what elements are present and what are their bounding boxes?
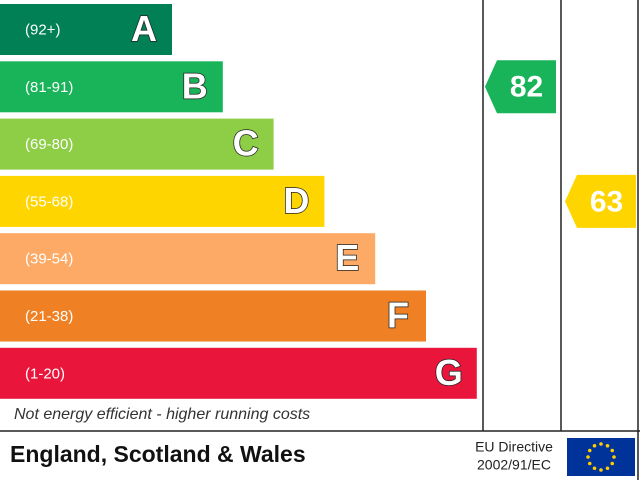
star [592, 443, 597, 448]
band [0, 61, 223, 113]
star [592, 466, 597, 471]
band-letter: F [387, 295, 409, 336]
eu-flag [567, 438, 635, 476]
rating-arrow [485, 60, 556, 114]
directive: EU Directive [475, 439, 553, 455]
rating-value: 82 [510, 71, 543, 104]
directive: 2002/91/EC [477, 457, 551, 473]
band-range: (21-38) [25, 308, 73, 325]
band [0, 347, 477, 399]
band-letter: G [435, 352, 463, 393]
band-range: (81-91) [25, 79, 73, 96]
band-letter: C [233, 123, 259, 164]
band [0, 175, 325, 227]
rating-value: 63 [590, 185, 623, 218]
band [0, 290, 426, 342]
band-letter: E [335, 237, 359, 278]
star [587, 461, 592, 466]
star [610, 461, 615, 466]
band-range: (39-54) [25, 251, 73, 268]
star [587, 448, 592, 453]
band-range: (92+) [25, 21, 60, 38]
band-letter: A [131, 8, 157, 49]
band-range: (55-68) [25, 193, 73, 210]
star [599, 468, 603, 472]
star [612, 455, 616, 459]
star [586, 455, 590, 459]
star [605, 443, 610, 448]
star [605, 466, 610, 471]
band-range: (1-20) [25, 365, 65, 382]
rating-arrow [565, 174, 636, 228]
note: Not energy efficient - higher running co… [14, 406, 310, 423]
band [0, 4, 172, 55]
region: England, Scotland & Wales [10, 441, 306, 467]
band [0, 118, 274, 170]
band-range: (69-80) [25, 136, 73, 153]
band-letter: B [182, 65, 208, 106]
star [610, 448, 615, 453]
band [0, 233, 376, 285]
band-letter: D [283, 180, 309, 221]
star [599, 442, 603, 446]
